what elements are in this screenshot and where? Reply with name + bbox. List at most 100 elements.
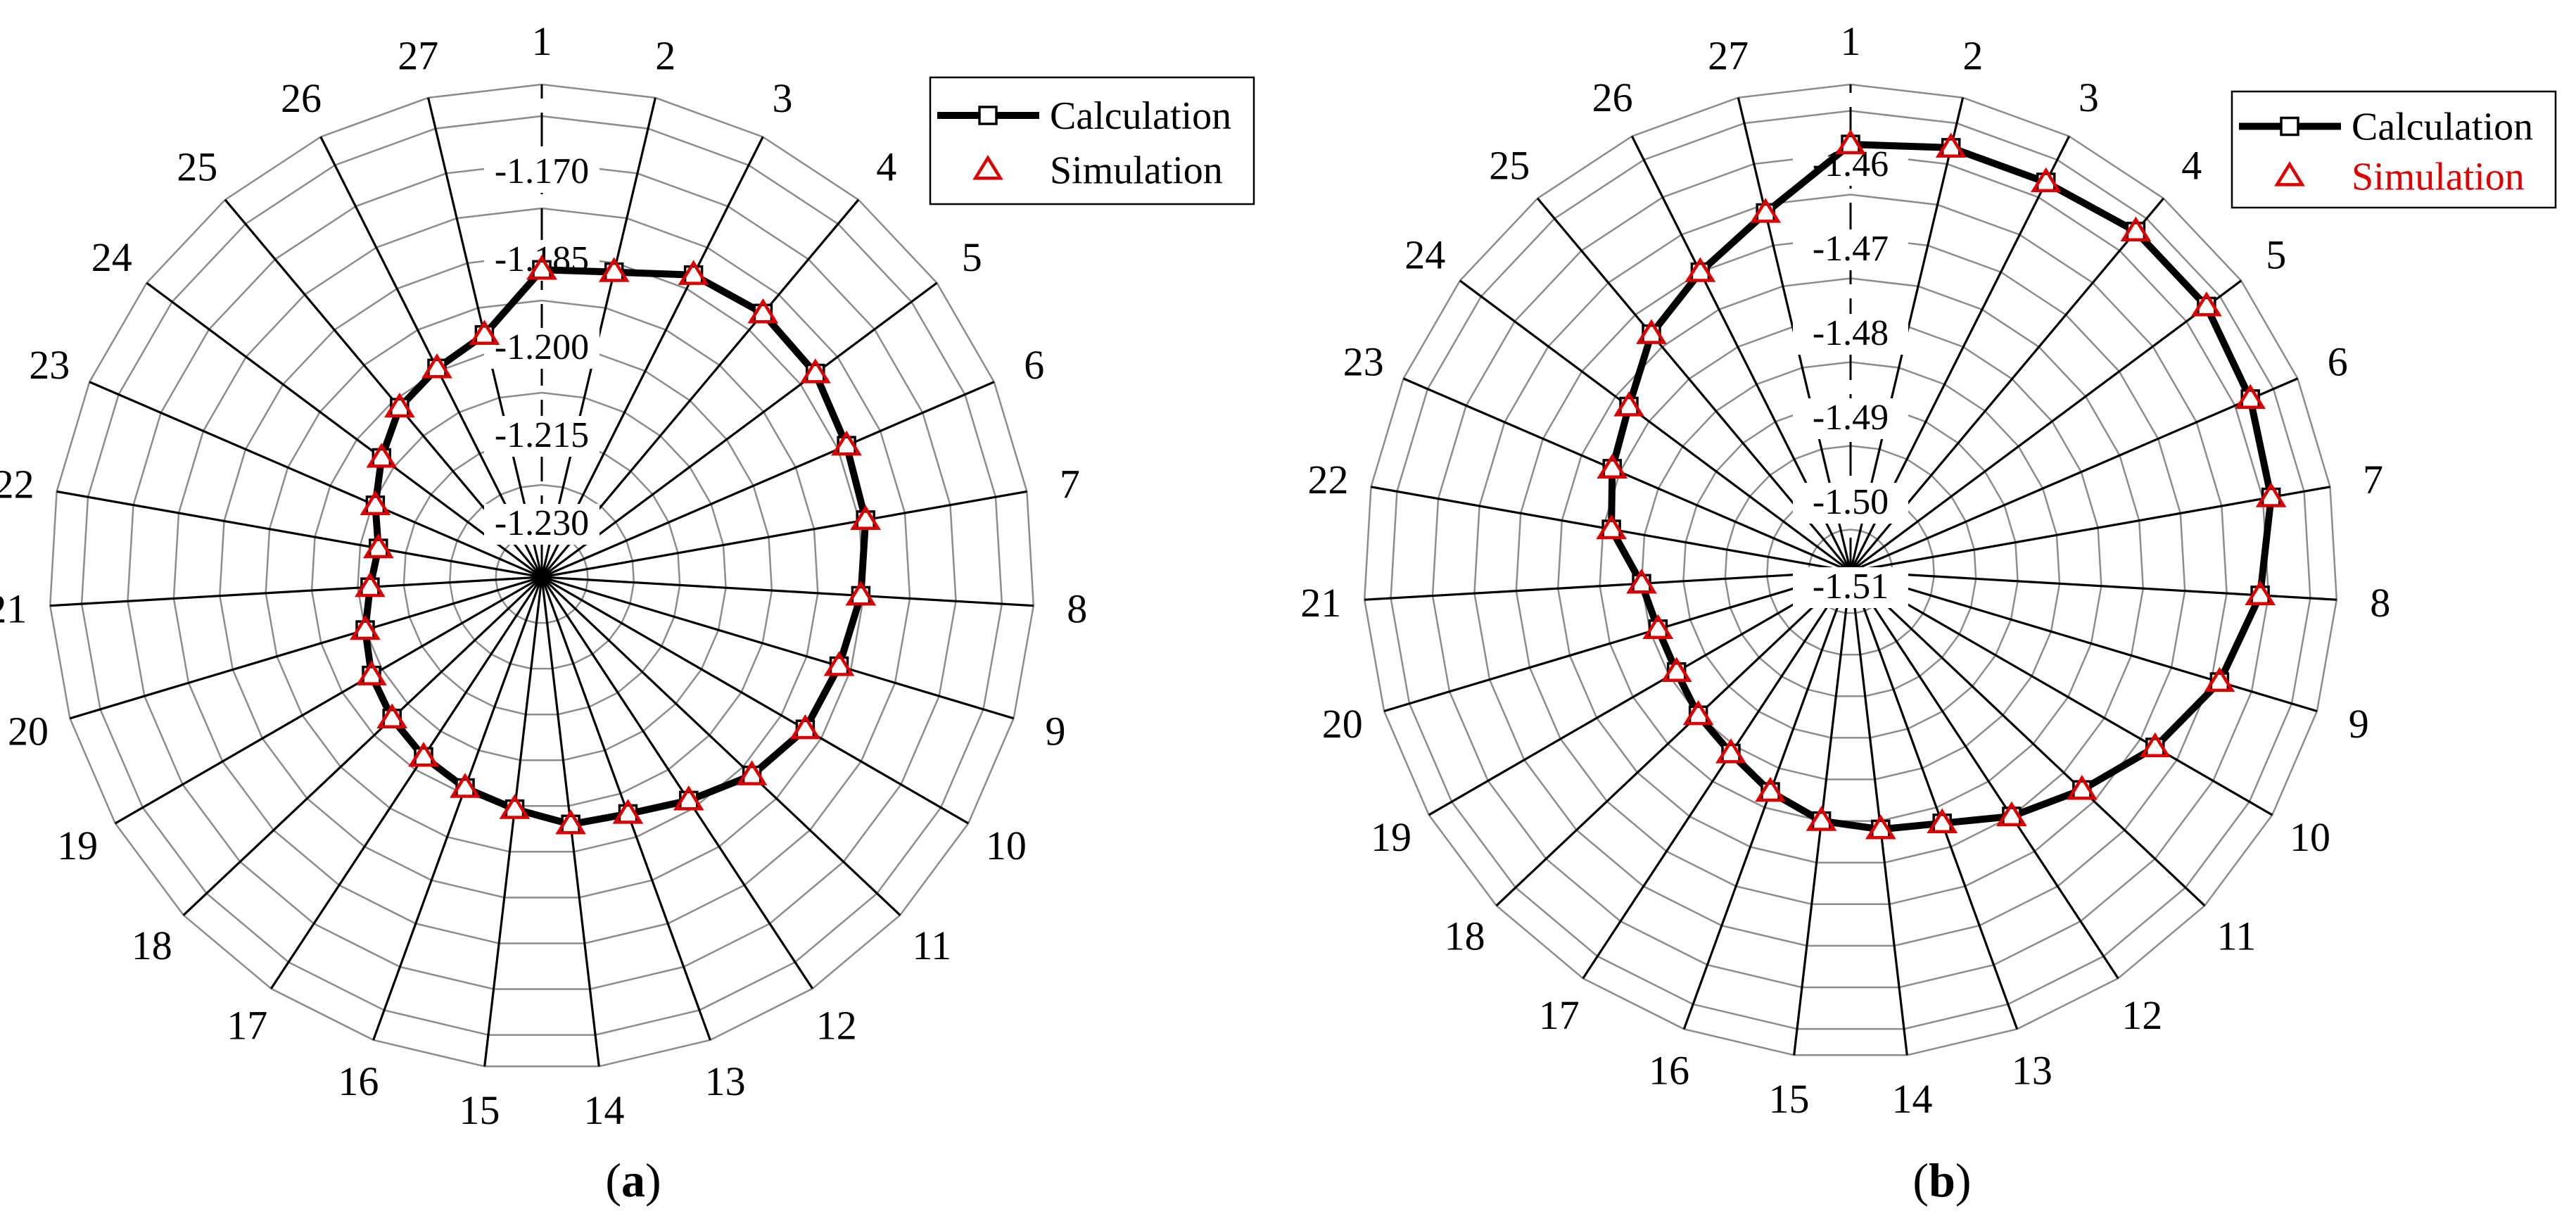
simulation-point [469, 320, 500, 345]
grid-rings [49, 83, 1035, 1068]
legend-marker-calculation [2280, 116, 2299, 137]
direction-label: 4 [876, 144, 896, 189]
radial-tick-label: -1.47 [1813, 229, 1889, 269]
spoke [1850, 377, 2299, 573]
direction-label: 8 [2370, 580, 2390, 626]
direction-label: 10 [2290, 814, 2330, 860]
legend-label-calculation: Calculation [1050, 94, 1231, 138]
direction-label: 27 [1708, 32, 1749, 78]
simulation-point [362, 533, 394, 559]
spoke [319, 136, 543, 578]
spoke [1850, 570, 2273, 816]
grid-ring [219, 253, 865, 899]
simulation-point [354, 571, 386, 597]
spoke [69, 576, 543, 720]
simulation-point [408, 742, 439, 767]
simulation-point [450, 773, 481, 798]
direction-label: 13 [705, 1058, 746, 1104]
simulation-point [1835, 129, 1866, 155]
spoke [541, 576, 1015, 720]
legend-label-simulation: Simulation [2352, 155, 2525, 198]
simulation-point [1597, 453, 1628, 479]
spoke [540, 136, 764, 578]
simulation-point [823, 651, 855, 676]
direction-label: 15 [459, 1087, 500, 1133]
series-simulation [350, 255, 882, 835]
direction-label: 21 [1300, 580, 1341, 626]
simulation-point [831, 430, 862, 456]
simulation-point [366, 443, 398, 468]
spoke [146, 281, 543, 578]
direction-label: 2 [1962, 32, 1983, 78]
direction-label: 1 [532, 18, 552, 64]
grid-ring [127, 161, 957, 990]
tick-label-bg [484, 504, 599, 545]
direction-label: 4 [2181, 142, 2202, 188]
legend: Calculation Simulation [929, 76, 1255, 205]
spoke [269, 576, 543, 989]
direction-label: 5 [2266, 232, 2286, 278]
spoke [541, 576, 1034, 607]
legend: Calculation Simulation [2231, 90, 2557, 209]
direction-label: 16 [1649, 1048, 1689, 1094]
simulation-point [678, 260, 709, 285]
direction-label: 26 [281, 75, 322, 121]
spoke [1383, 570, 1851, 713]
direction-label: 18 [1445, 913, 1485, 959]
spoke [1849, 571, 2019, 1030]
spoke [56, 490, 543, 578]
legend-label-simulation: Simulation [1050, 148, 1223, 192]
simulation-point [799, 358, 831, 384]
legend-marker-simulation [972, 155, 1003, 180]
spoke [1495, 570, 1852, 907]
direction-label: 27 [398, 33, 438, 79]
spoke [1850, 486, 2330, 573]
tick-label-bg [1793, 398, 1908, 439]
direction-label: 18 [132, 923, 172, 968]
grid-ring [1390, 110, 2311, 1030]
direction-label: 26 [1592, 75, 1633, 120]
simulation-point [747, 298, 779, 324]
direction-label: 23 [29, 342, 70, 388]
spoke [89, 381, 543, 578]
grid-ring [1724, 445, 1977, 697]
tick-label-bg [484, 328, 599, 369]
simulation-point [2255, 482, 2287, 507]
direction-label: 17 [1539, 992, 1580, 1038]
simulation-point [2235, 384, 2266, 410]
grid-ring [1599, 319, 2102, 822]
simulation-point [421, 353, 452, 379]
grid-ring [1808, 529, 1893, 614]
simulation-point [2245, 580, 2276, 606]
simulation-point [360, 490, 391, 516]
simulation-point [2120, 216, 2152, 242]
legend-marker-simulation [2274, 161, 2305, 186]
simulation-point [350, 614, 381, 640]
direction-label: 14 [584, 1087, 625, 1133]
spoke [1849, 571, 1908, 1056]
direction-label: 22 [0, 462, 34, 507]
direction-label: 3 [773, 75, 793, 121]
simulation-point [2139, 732, 2171, 758]
grid-ring [310, 346, 773, 807]
simulation-point [1684, 257, 1716, 282]
calculation-line [362, 266, 870, 828]
spoke [541, 576, 969, 825]
direction-label: 19 [57, 823, 98, 868]
grid-ring [1556, 277, 2145, 863]
simulation-point [376, 703, 408, 728]
direction-label: 25 [177, 144, 217, 189]
grid-ring [1515, 235, 2186, 906]
tick-label-bg [1793, 483, 1908, 524]
grid-ring [1473, 194, 2228, 947]
radial-tick-labels: -1.170-1.185-1.200-1.215-1.230 [484, 151, 599, 545]
radial-tick-labels: -1.46-1.47-1.48-1.49-1.50-1.51 [1793, 144, 1908, 608]
direction-label: 5 [962, 234, 982, 280]
radar-chart-b: -1.46-1.47-1.48-1.49-1.50-1.511 234567891… [1300, 18, 2557, 1207]
spoke [1459, 279, 1851, 573]
tick-label-bg [484, 416, 599, 457]
simulation-point [526, 255, 557, 280]
simulation-point [1750, 198, 1782, 223]
